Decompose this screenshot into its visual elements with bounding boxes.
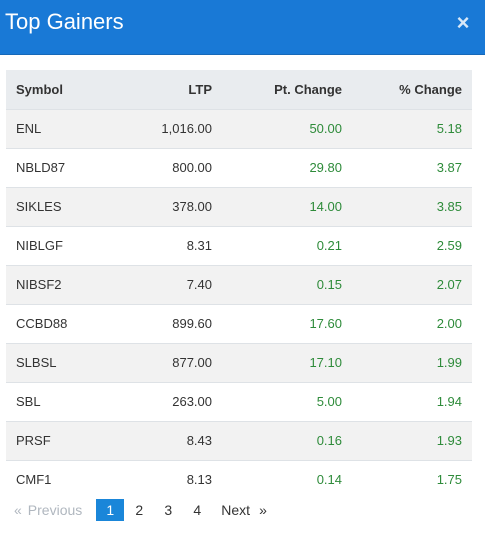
modal-title: Top Gainers: [5, 9, 124, 34]
cell-symbol: ENL: [6, 108, 122, 148]
cell-pt-change: 5.00: [222, 381, 352, 421]
table-row[interactable]: CMF1 8.13 0.14 1.75: [6, 459, 472, 499]
cell-symbol: CMF1: [6, 459, 122, 499]
cell-symbol: PRSF: [6, 420, 122, 460]
table-header-row: Symbol LTP Pt. Change % Change: [6, 70, 472, 109]
close-icon[interactable]: ×: [456, 10, 470, 35]
page-4-button[interactable]: 4: [193, 502, 202, 518]
page-1-button[interactable]: 1: [96, 499, 125, 521]
cell-pct-change: 5.18: [352, 108, 472, 148]
cell-pct-change: 1.93: [352, 420, 472, 460]
cell-ltp: 877.00: [122, 342, 222, 382]
cell-pt-change: 29.80: [222, 147, 352, 187]
next-arrow-icon[interactable]: »: [259, 502, 267, 518]
cell-pt-change: 14.00: [222, 186, 352, 226]
next-page-button[interactable]: Next: [221, 502, 251, 518]
table-row[interactable]: SBL 263.00 5.00 1.94: [6, 381, 472, 421]
cell-ltp: 7.40: [122, 264, 222, 304]
cell-pct-change: 1.99: [352, 342, 472, 382]
modal-header: Top Gainers ×: [0, 0, 485, 55]
cell-ltp: 1,016.00: [122, 108, 222, 148]
cell-pct-change: 2.07: [352, 264, 472, 304]
cell-ltp: 263.00: [122, 381, 222, 421]
table-row[interactable]: SLBSL 877.00 17.10 1.99: [6, 342, 472, 382]
cell-symbol: NBLD87: [6, 147, 122, 187]
cell-pt-change: 0.14: [222, 459, 352, 499]
cell-symbol: SBL: [6, 381, 122, 421]
table-row[interactable]: SIKLES 378.00 14.00 3.85: [6, 186, 472, 226]
table-row[interactable]: NBLD87 800.00 29.80 3.87: [6, 147, 472, 187]
column-header-ltp: LTP: [188, 81, 212, 97]
cell-ltp: 8.13: [122, 459, 222, 499]
cell-pt-change: 17.60: [222, 303, 352, 343]
cell-pct-change: 2.00: [352, 303, 472, 343]
cell-pt-change: 0.16: [222, 420, 352, 460]
cell-symbol: SIKLES: [6, 186, 122, 226]
column-header-symbol: Symbol: [16, 81, 63, 97]
top-gainers-table-wrapper: Symbol LTP Pt. Change % Change ENL 1,016.…: [6, 70, 472, 499]
table-row[interactable]: ENL 1,016.00 50.00 5.18: [6, 108, 472, 148]
pagination: « Previous 1 2 3 4 Next »: [6, 498, 267, 522]
cell-pt-change: 0.21: [222, 225, 352, 265]
top-gainers-table: Symbol LTP Pt. Change % Change ENL 1,016.…: [6, 70, 472, 499]
cell-symbol: NIBSF2: [6, 264, 122, 304]
cell-ltp: 8.31: [122, 225, 222, 265]
previous-arrow-icon: «: [14, 502, 22, 518]
page-3-button[interactable]: 3: [164, 502, 173, 518]
cell-symbol: SLBSL: [6, 342, 122, 382]
cell-pct-change: 2.59: [352, 225, 472, 265]
cell-pt-change: 0.15: [222, 264, 352, 304]
table-row[interactable]: NIBSF2 7.40 0.15 2.07: [6, 264, 472, 304]
cell-ltp: 899.60: [122, 303, 222, 343]
cell-ltp: 8.43: [122, 420, 222, 460]
table-row[interactable]: NIBLGF 8.31 0.21 2.59: [6, 225, 472, 265]
table-row[interactable]: PRSF 8.43 0.16 1.93: [6, 420, 472, 460]
cell-pct-change: 3.87: [352, 147, 472, 187]
cell-ltp: 378.00: [122, 186, 222, 226]
column-header-pct-change: % Change: [399, 81, 462, 97]
cell-pt-change: 50.00: [222, 108, 352, 148]
cell-pct-change: 1.75: [352, 459, 472, 499]
table-row[interactable]: CCBD88 899.60 17.60 2.00: [6, 303, 472, 343]
cell-pct-change: 3.85: [352, 186, 472, 226]
page-2-button[interactable]: 2: [135, 502, 144, 518]
cell-pt-change: 17.10: [222, 342, 352, 382]
cell-pct-change: 1.94: [352, 381, 472, 421]
previous-page-button: Previous: [27, 502, 83, 518]
table-body: ENL 1,016.00 50.00 5.18 NBLD87 800.00 29.80 3.8…: [6, 108, 472, 499]
cell-ltp: 800.00: [122, 147, 222, 187]
cell-symbol: NIBLGF: [6, 225, 122, 265]
column-header-pt-change: Pt. Change: [274, 81, 342, 97]
cell-symbol: CCBD88: [6, 303, 122, 343]
